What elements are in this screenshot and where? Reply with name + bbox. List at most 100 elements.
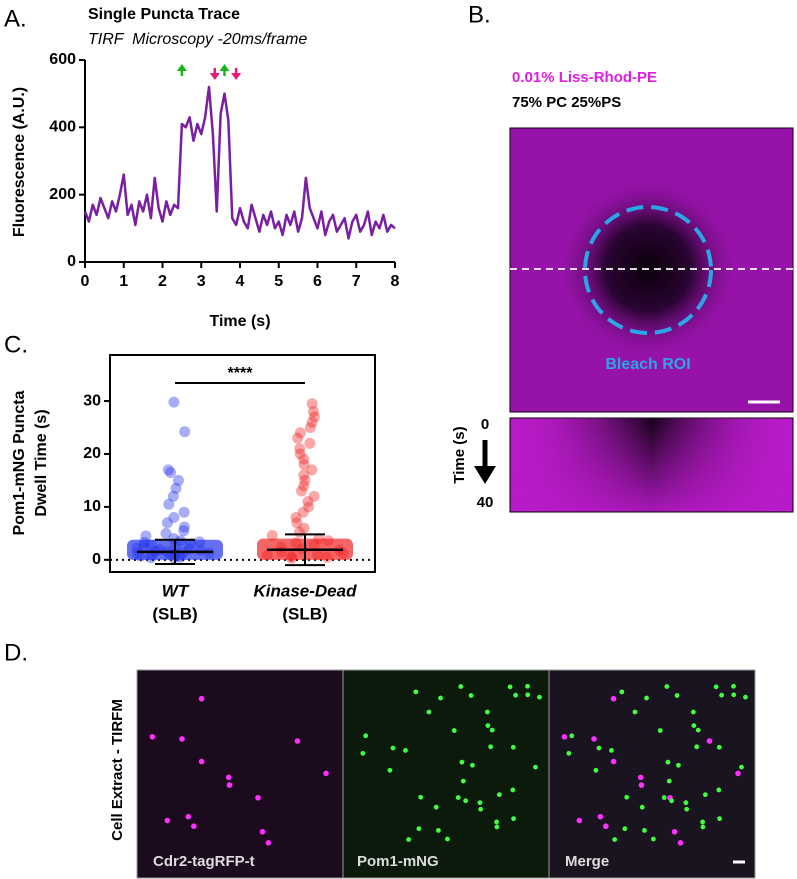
data-point: [297, 506, 309, 518]
x-tick-label: 0: [81, 273, 90, 290]
category-label: Kinase-Dead: [254, 581, 358, 600]
punctum: [638, 782, 645, 788]
punctum: [596, 745, 602, 751]
punctum: [416, 826, 422, 832]
punctum: [609, 747, 614, 753]
event-arrow-head: [176, 64, 187, 71]
punctum: [445, 836, 450, 842]
punctum: [460, 778, 466, 784]
punctum: [510, 744, 516, 750]
punctum: [694, 744, 700, 750]
data-point: [295, 485, 307, 497]
punctum: [513, 692, 519, 698]
punctum: [561, 734, 568, 740]
data-point: [304, 422, 316, 434]
punctum: [713, 684, 719, 690]
punctum: [510, 787, 516, 793]
punctum: [406, 837, 412, 842]
punctum: [637, 774, 644, 781]
punctum: [363, 733, 369, 739]
punctum: [496, 792, 502, 798]
punctum: [612, 837, 618, 842]
side-label: Cell Extract - TIRFM: [109, 699, 126, 841]
punctum: [438, 695, 443, 701]
punctum: [684, 806, 690, 812]
event-arrow-head: [219, 64, 230, 71]
data-point: [298, 469, 310, 481]
significance: ****: [228, 365, 254, 382]
y-tick-label: 0: [67, 253, 76, 270]
punctum: [533, 764, 538, 770]
punctum: [259, 828, 266, 835]
data-point: [266, 529, 278, 541]
punctum: [677, 839, 684, 846]
punctum: [413, 689, 419, 695]
punctum: [478, 806, 484, 812]
panel-label: C.: [4, 331, 28, 358]
data-point: [291, 517, 303, 529]
punctum: [610, 758, 617, 765]
data-point: [168, 396, 180, 408]
punctum: [700, 819, 706, 825]
y-tick-label: 0: [92, 551, 101, 568]
punctum: [642, 827, 647, 833]
data-point: [298, 453, 310, 465]
data-point: [161, 517, 173, 529]
channel-image: [548, 669, 756, 879]
data-point: [299, 474, 311, 486]
punctum: [706, 738, 713, 744]
punctum: [719, 692, 725, 698]
data-point: [304, 437, 316, 449]
data-point: [178, 525, 190, 537]
punctum: [451, 728, 457, 733]
punctum: [700, 824, 706, 830]
data-point: [306, 416, 318, 428]
data-point: [140, 530, 152, 542]
data-point: [162, 464, 174, 476]
x-axis-label: Time (s): [209, 313, 270, 330]
y-tick-label: 200: [49, 186, 76, 203]
punctum: [674, 693, 680, 698]
punctum: [418, 794, 424, 800]
punctum: [185, 813, 192, 820]
punctum: [426, 709, 432, 715]
punctum: [603, 823, 609, 830]
data-point: [178, 521, 190, 533]
y-tick-label: 600: [49, 51, 76, 68]
punctum: [657, 728, 663, 733]
punctum: [591, 736, 597, 742]
y-tick-label: 10: [83, 498, 101, 515]
punctum: [593, 767, 599, 773]
punctum: [644, 695, 649, 701]
punctum: [731, 683, 736, 689]
data-point: [298, 459, 310, 471]
punctum: [484, 709, 490, 715]
punctum: [458, 684, 464, 689]
punctum: [669, 798, 675, 804]
punctum: [569, 733, 575, 739]
x-tick-label: 6: [313, 273, 322, 290]
plot-frame: [109, 354, 376, 573]
data-point: [308, 490, 320, 502]
punctum: [683, 800, 689, 806]
punctum: [639, 804, 645, 810]
roi-circle: [583, 205, 713, 335]
kymo-dark: [510, 418, 793, 512]
punctum: [716, 787, 722, 793]
x-tick-label: 7: [352, 273, 361, 290]
punctum: [597, 813, 604, 820]
data-point: [306, 464, 318, 476]
y-axis-label: Pom1-mNG Puncta: [11, 390, 28, 535]
punctum: [455, 795, 461, 800]
punctum: [198, 758, 205, 765]
punctum: [433, 804, 439, 810]
data-point: [294, 443, 306, 455]
y-axis-label: Dwell Time (s): [33, 409, 50, 516]
punctum: [619, 689, 625, 695]
channel-label: Merge: [565, 853, 609, 870]
data-point: [308, 406, 320, 418]
punctum: [666, 778, 672, 784]
lipid-label: 0.01% Liss-Rhod-PE: [512, 69, 657, 86]
punctum: [403, 747, 408, 753]
punctum: [743, 694, 748, 700]
